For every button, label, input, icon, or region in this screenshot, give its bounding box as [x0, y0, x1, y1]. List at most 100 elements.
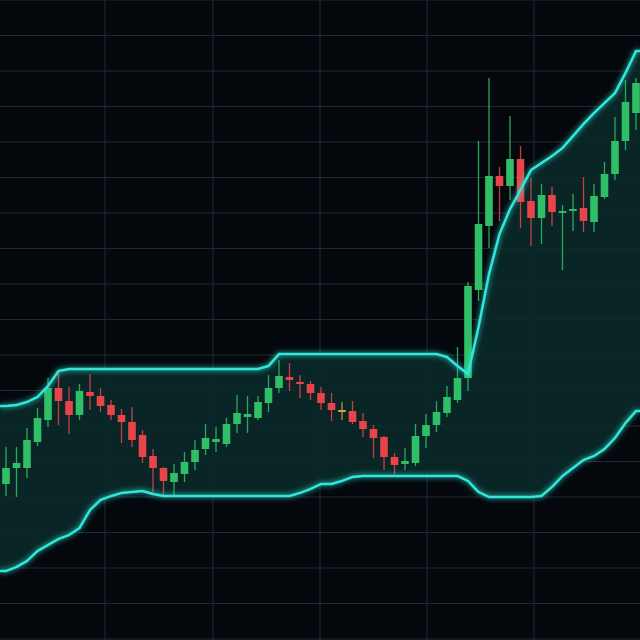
candle — [254, 396, 262, 420]
candle — [170, 464, 178, 495]
candle-body — [338, 410, 346, 412]
candle — [390, 453, 399, 474]
candle — [485, 78, 493, 248]
upper-band-line — [0, 49, 640, 408]
candle — [537, 184, 546, 244]
candle-body — [380, 437, 388, 457]
candle-body — [159, 468, 168, 481]
candle-body — [243, 414, 252, 417]
candle-body — [285, 377, 294, 380]
candle — [569, 194, 577, 231]
candle — [432, 401, 441, 432]
candle — [117, 409, 126, 443]
candle-body — [569, 209, 577, 211]
candle-body — [180, 462, 189, 474]
candle — [338, 402, 346, 420]
candle-body — [443, 397, 451, 413]
candle-body — [117, 415, 126, 422]
candle — [180, 452, 189, 482]
candle-body — [579, 208, 588, 221]
candle-body — [296, 382, 304, 384]
candle — [65, 387, 73, 434]
candle — [422, 414, 430, 448]
candle-body — [432, 412, 441, 425]
candle — [128, 407, 136, 447]
candle — [12, 447, 21, 497]
candle-body — [369, 429, 378, 438]
candle — [495, 167, 504, 221]
candle-body — [495, 176, 504, 186]
candle-body — [149, 456, 157, 468]
candle-body — [422, 425, 430, 436]
candle-body — [516, 159, 525, 202]
candle — [443, 386, 451, 417]
candle-body — [348, 411, 357, 422]
candle-body — [201, 438, 210, 449]
candle — [23, 428, 31, 478]
candle — [548, 187, 556, 226]
candle — [380, 436, 388, 470]
candle-body — [107, 405, 115, 415]
candle — [296, 375, 304, 398]
lower-band-line — [0, 409, 640, 573]
candle-body — [474, 224, 483, 290]
candle — [159, 467, 168, 496]
candle — [600, 162, 609, 199]
candle — [327, 393, 336, 421]
candle-body — [327, 403, 336, 410]
candle-body — [191, 450, 199, 462]
candle — [632, 78, 640, 130]
candle-body — [306, 384, 315, 393]
candle-body — [390, 457, 399, 465]
candle-body — [86, 392, 94, 396]
candle-body — [537, 195, 546, 218]
candle — [212, 427, 220, 452]
candle-body — [485, 176, 493, 226]
candle — [264, 375, 273, 412]
candle-body — [12, 463, 21, 468]
candle — [348, 401, 357, 424]
candle — [506, 116, 514, 200]
candle-body — [254, 402, 262, 418]
candle-body — [600, 174, 609, 197]
candle — [75, 384, 84, 420]
candle-body — [96, 396, 105, 406]
candle-body — [621, 102, 630, 141]
candle-body — [506, 159, 514, 186]
candle-body — [128, 422, 136, 440]
candle — [86, 374, 94, 410]
candle — [369, 425, 378, 458]
candle — [33, 408, 42, 446]
candle — [579, 177, 588, 232]
candle-body — [233, 413, 241, 424]
candle — [243, 396, 252, 433]
candle — [401, 448, 409, 470]
candle-body — [453, 378, 462, 400]
candle-body — [44, 388, 52, 420]
candle — [317, 387, 325, 410]
candle-body — [611, 141, 619, 174]
candle — [474, 141, 483, 301]
candle-body — [464, 286, 472, 378]
candle — [96, 388, 105, 412]
candle-body — [317, 393, 325, 403]
candle — [285, 363, 294, 391]
candle — [411, 424, 420, 466]
candle — [611, 117, 619, 180]
candle-body — [359, 421, 367, 429]
candle — [149, 449, 157, 492]
candle — [275, 360, 283, 393]
candle-body — [138, 435, 147, 457]
candle-body — [632, 83, 640, 113]
candle — [2, 447, 10, 496]
candle-body — [264, 388, 273, 403]
candle-body — [275, 376, 283, 388]
candle-body — [23, 440, 31, 468]
candle-body — [75, 391, 84, 415]
candle-body — [33, 418, 42, 442]
candle — [233, 395, 241, 433]
candle-body — [590, 196, 598, 222]
candle — [54, 372, 63, 425]
candle-body — [2, 468, 10, 484]
candle — [107, 400, 115, 420]
